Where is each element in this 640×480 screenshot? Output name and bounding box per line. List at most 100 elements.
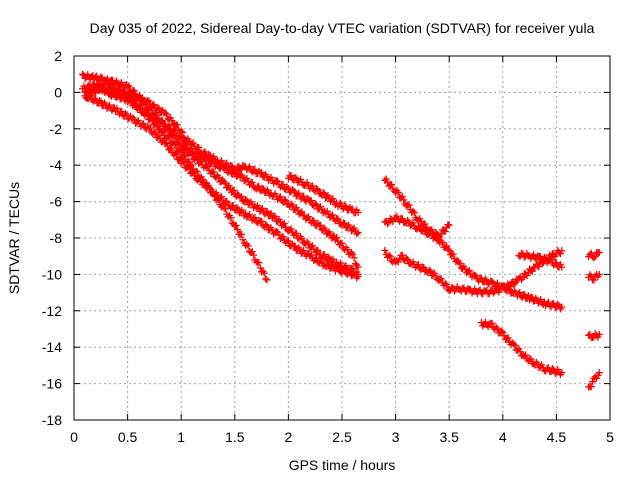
data-series [79, 70, 603, 391]
data-point [319, 189, 327, 197]
data-point [298, 235, 306, 243]
data-point [287, 200, 295, 208]
data-point [544, 298, 552, 306]
data-point [262, 221, 270, 229]
data-point [444, 245, 452, 253]
x-tick-label: 3.5 [439, 429, 459, 445]
data-point [283, 183, 291, 191]
data-point [554, 300, 562, 308]
data-point [465, 267, 473, 275]
y-tick-label: -2 [50, 121, 63, 137]
data-point [272, 227, 280, 235]
data-point [260, 269, 268, 277]
data-point [343, 246, 351, 254]
data-point [460, 284, 468, 292]
data-point [409, 207, 417, 215]
data-point [342, 262, 350, 270]
data-point [189, 168, 197, 176]
data-point [445, 246, 453, 254]
data-point [421, 226, 429, 234]
data-point [333, 214, 341, 222]
data-point [310, 217, 318, 225]
data-point [385, 252, 393, 260]
data-point [337, 199, 345, 207]
data-point [287, 225, 295, 233]
data-point [83, 84, 91, 92]
data-point [341, 266, 349, 274]
data-point [345, 267, 353, 275]
data-point [288, 201, 296, 209]
data-point [223, 197, 231, 205]
data-point [291, 242, 299, 250]
axis-ticks [73, 55, 611, 421]
data-point [511, 341, 519, 349]
data-point [158, 117, 166, 125]
data-point [284, 237, 292, 245]
data-point [87, 92, 95, 100]
data-point [122, 88, 130, 96]
data-point [501, 286, 509, 294]
data-point [398, 251, 406, 259]
data-point [547, 256, 555, 263]
data-point [449, 250, 457, 258]
data-point [97, 98, 105, 106]
y-tick-label: -8 [50, 230, 63, 246]
data-point [107, 88, 115, 96]
data-point [333, 234, 341, 242]
data-point [154, 104, 162, 112]
data-point [91, 88, 99, 96]
data-point [181, 144, 189, 152]
data-point [527, 355, 535, 363]
data-point [314, 186, 322, 194]
data-point [263, 276, 271, 284]
data-point [167, 144, 175, 152]
data-point [595, 369, 603, 377]
data-point [404, 256, 412, 264]
data-point [227, 214, 235, 222]
data-point [307, 251, 315, 259]
data-point [410, 209, 418, 217]
data-point [201, 179, 209, 187]
data-point [258, 169, 266, 177]
data-point [471, 271, 479, 279]
data-point [468, 289, 476, 297]
series-track-6 [284, 171, 362, 217]
data-point [229, 201, 237, 209]
data-point [329, 195, 337, 203]
series-track-11 [515, 249, 566, 271]
data-point [421, 220, 429, 228]
x-tick-label: 5 [606, 429, 614, 445]
data-point [329, 211, 337, 219]
data-point [552, 259, 560, 267]
data-point [349, 205, 357, 213]
data-point [239, 236, 247, 244]
data-point [188, 161, 196, 169]
data-point [258, 204, 266, 212]
data-point [425, 266, 433, 274]
data-point [251, 214, 259, 222]
series-track-8 [381, 212, 566, 313]
data-point [382, 175, 390, 183]
y-axis-label: SDTVAR / TECUs [6, 182, 22, 294]
data-point [350, 224, 358, 232]
data-point [150, 101, 158, 109]
data-point [313, 201, 321, 209]
data-point [488, 278, 496, 286]
data-point [476, 286, 484, 294]
data-point [243, 174, 251, 182]
data-point [81, 74, 89, 82]
data-point [420, 264, 428, 272]
data-point [92, 95, 100, 103]
x-tick-label: 1.5 [225, 429, 245, 445]
data-point [558, 263, 566, 271]
data-point [409, 219, 417, 227]
data-point [398, 193, 406, 201]
data-point [246, 163, 254, 171]
data-point [118, 108, 126, 116]
data-point [171, 132, 178, 140]
data-point [276, 193, 284, 201]
data-point [140, 120, 148, 128]
data-point [510, 340, 518, 348]
data-point [405, 201, 413, 209]
